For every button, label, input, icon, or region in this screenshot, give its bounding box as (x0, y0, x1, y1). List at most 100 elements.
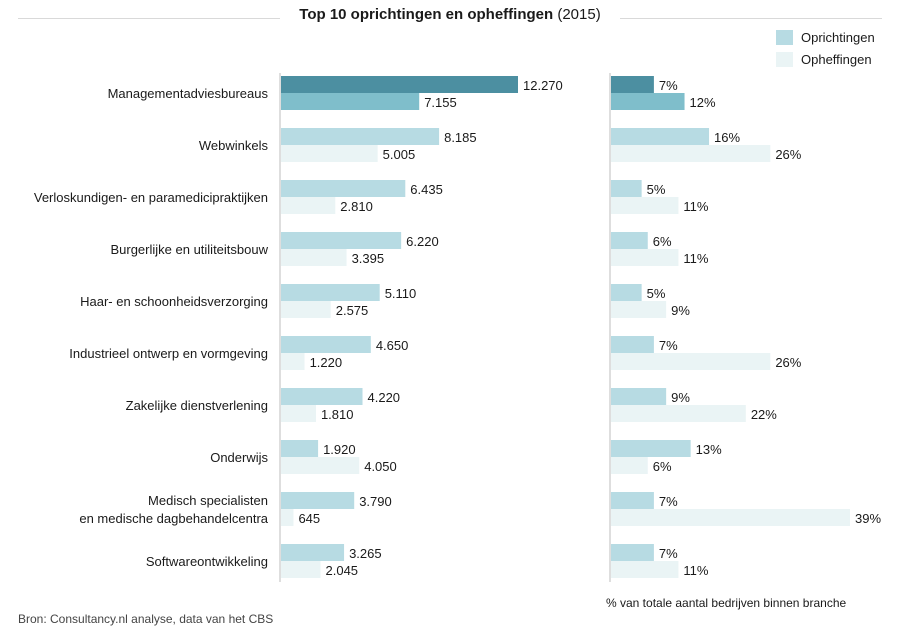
data-label-percentage-opheffingen-6: 22% (751, 407, 777, 422)
data-label-absolute-opheffingen-3: 3.395 (352, 251, 385, 266)
bar-percentage-opheffingen-5 (611, 353, 771, 370)
source-note: Bron: Consultancy.nl analyse, data van h… (18, 612, 274, 626)
category-6-label: Zakelijke dienstverlening (126, 398, 268, 413)
bar-absolute-oprichtingen-0 (281, 76, 518, 93)
bar-absolute-opheffingen-9 (281, 561, 321, 578)
category-5-label: Industrieel ontwerp en vormgeving (69, 346, 268, 361)
category-1-label: Webwinkels (199, 138, 269, 153)
data-label-absolute-oprichtingen-9: 3.265 (349, 546, 382, 561)
bar-absolute-oprichtingen-6 (281, 388, 363, 405)
bar-percentage-opheffingen-2 (611, 197, 679, 214)
data-label-absolute-oprichtingen-4: 5.110 (385, 286, 417, 301)
data-label-percentage-opheffingen-5: 26% (775, 355, 801, 370)
data-label-percentage-oprichtingen-8: 7% (659, 494, 678, 509)
bar-percentage-oprichtingen-1 (611, 128, 710, 145)
bar-absolute-oprichtingen-9 (281, 544, 345, 561)
data-label-absolute-oprichtingen-0: 12.270 (523, 78, 563, 93)
legend-item-opheffingen: Opheffingen (776, 48, 875, 70)
bar-absolute-opheffingen-5 (281, 353, 305, 370)
data-label-absolute-oprichtingen-1: 8.185 (444, 130, 477, 145)
bar-percentage-opheffingen-3 (611, 249, 679, 266)
bar-percentage-opheffingen-7 (611, 457, 648, 474)
bar-absolute-oprichtingen-4 (281, 284, 380, 301)
data-label-absolute-oprichtingen-3: 6.220 (406, 234, 439, 249)
bar-absolute-opheffingen-8 (281, 509, 294, 526)
data-label-absolute-opheffingen-4: 2.575 (336, 303, 369, 318)
bar-absolute-opheffingen-3 (281, 249, 347, 266)
legend: Oprichtingen Opheffingen (776, 26, 875, 70)
data-label-absolute-opheffingen-1: 5.005 (383, 147, 416, 162)
bar-percentage-oprichtingen-8 (611, 492, 654, 509)
data-label-absolute-opheffingen-8: 645 (298, 511, 320, 526)
data-label-absolute-opheffingen-6: 1.810 (321, 407, 354, 422)
bar-percentage-opheffingen-4 (611, 301, 667, 318)
bar-percentage-opheffingen-1 (611, 145, 771, 162)
data-label-percentage-opheffingen-9: 11% (683, 563, 708, 578)
bar-absolute-opheffingen-4 (281, 301, 331, 318)
title-rule-left (18, 18, 280, 19)
bar-percentage-opheffingen-0 (611, 93, 685, 110)
bar-absolute-oprichtingen-3 (281, 232, 402, 249)
data-label-percentage-oprichtingen-4: 5% (647, 286, 666, 301)
bar-percentage-oprichtingen-4 (611, 284, 642, 301)
bar-percentage-oprichtingen-0 (611, 76, 654, 93)
data-label-percentage-opheffingen-2: 11% (683, 199, 708, 214)
data-label-absolute-opheffingen-0: 7.155 (424, 95, 457, 110)
bar-percentage-oprichtingen-5 (611, 336, 654, 353)
bar-absolute-opheffingen-1 (281, 145, 378, 162)
data-label-percentage-opheffingen-8: 39% (855, 511, 881, 526)
data-label-absolute-opheffingen-2: 2.810 (340, 199, 373, 214)
data-label-absolute-opheffingen-5: 1.220 (310, 355, 343, 370)
legend-swatch-opheffingen (776, 51, 793, 67)
data-label-percentage-oprichtingen-6: 9% (671, 390, 690, 405)
bar-absolute-oprichtingen-8 (281, 492, 355, 509)
data-label-percentage-oprichtingen-3: 6% (653, 234, 672, 249)
data-label-absolute-opheffingen-7: 4.050 (364, 459, 397, 474)
data-label-percentage-opheffingen-3: 11% (683, 251, 708, 266)
bar-percentage-oprichtingen-9 (611, 544, 654, 561)
bar-absolute-oprichtingen-7 (281, 440, 319, 457)
category-7-label: Onderwijs (210, 450, 268, 465)
category-0-label: Managementadviesbureaus (108, 86, 269, 101)
data-label-percentage-opheffingen-1: 26% (775, 147, 801, 162)
chart-title-year: (2015) (557, 6, 601, 23)
data-label-percentage-oprichtingen-9: 7% (659, 546, 678, 561)
bar-absolute-oprichtingen-2 (281, 180, 406, 197)
data-label-percentage-oprichtingen-2: 5% (647, 182, 666, 197)
bar-absolute-opheffingen-7 (281, 457, 360, 474)
category-8-label-line-1: Medisch specialisten (148, 493, 268, 508)
data-label-percentage-oprichtingen-1: 16% (714, 130, 740, 145)
data-label-absolute-opheffingen-9: 2.045 (326, 563, 359, 578)
bar-absolute-oprichtingen-1 (281, 128, 440, 145)
data-label-percentage-oprichtingen-0: 7% (659, 78, 678, 93)
chart-title: Top 10 oprichtingen en opheffingen (2015… (0, 6, 900, 23)
data-label-percentage-opheffingen-0: 12% (690, 95, 716, 110)
data-label-absolute-oprichtingen-7: 1.920 (323, 442, 356, 457)
bar-percentage-opheffingen-6 (611, 405, 746, 422)
category-4-label: Haar- en schoonheidsverzorging (80, 294, 268, 309)
legend-label-oprichtingen: Oprichtingen (801, 29, 875, 45)
legend-swatch-oprichtingen (776, 29, 793, 45)
data-label-percentage-opheffingen-7: 6% (653, 459, 672, 474)
category-3-label: Burgerlijke en utiliteitsbouw (110, 242, 268, 257)
category-9-label: Softwareontwikkeling (146, 554, 268, 569)
bar-absolute-opheffingen-2 (281, 197, 336, 214)
bar-percentage-oprichtingen-6 (611, 388, 667, 405)
data-label-absolute-oprichtingen-2: 6.435 (410, 182, 443, 197)
data-label-absolute-oprichtingen-8: 3.790 (359, 494, 392, 509)
data-label-absolute-oprichtingen-5: 4.650 (376, 338, 409, 353)
bar-absolute-oprichtingen-5 (281, 336, 371, 353)
chart-title-area: Top 10 oprichtingen en opheffingen (2015… (0, 6, 900, 30)
bar-percentage-oprichtingen-2 (611, 180, 642, 197)
legend-label-opheffingen: Opheffingen (801, 51, 872, 67)
chart-title-main: Top 10 oprichtingen en opheffingen (299, 6, 554, 23)
data-label-percentage-oprichtingen-7: 13% (696, 442, 722, 457)
percentage-axis-note: % van totale aantal bedrijven binnen bra… (606, 596, 847, 610)
legend-item-oprichtingen: Oprichtingen (776, 26, 875, 48)
bar-absolute-opheffingen-0 (281, 93, 420, 110)
bar-percentage-opheffingen-8 (611, 509, 850, 526)
data-label-absolute-oprichtingen-6: 4.220 (368, 390, 401, 405)
bar-percentage-oprichtingen-7 (611, 440, 691, 457)
title-rule-right (620, 18, 882, 19)
